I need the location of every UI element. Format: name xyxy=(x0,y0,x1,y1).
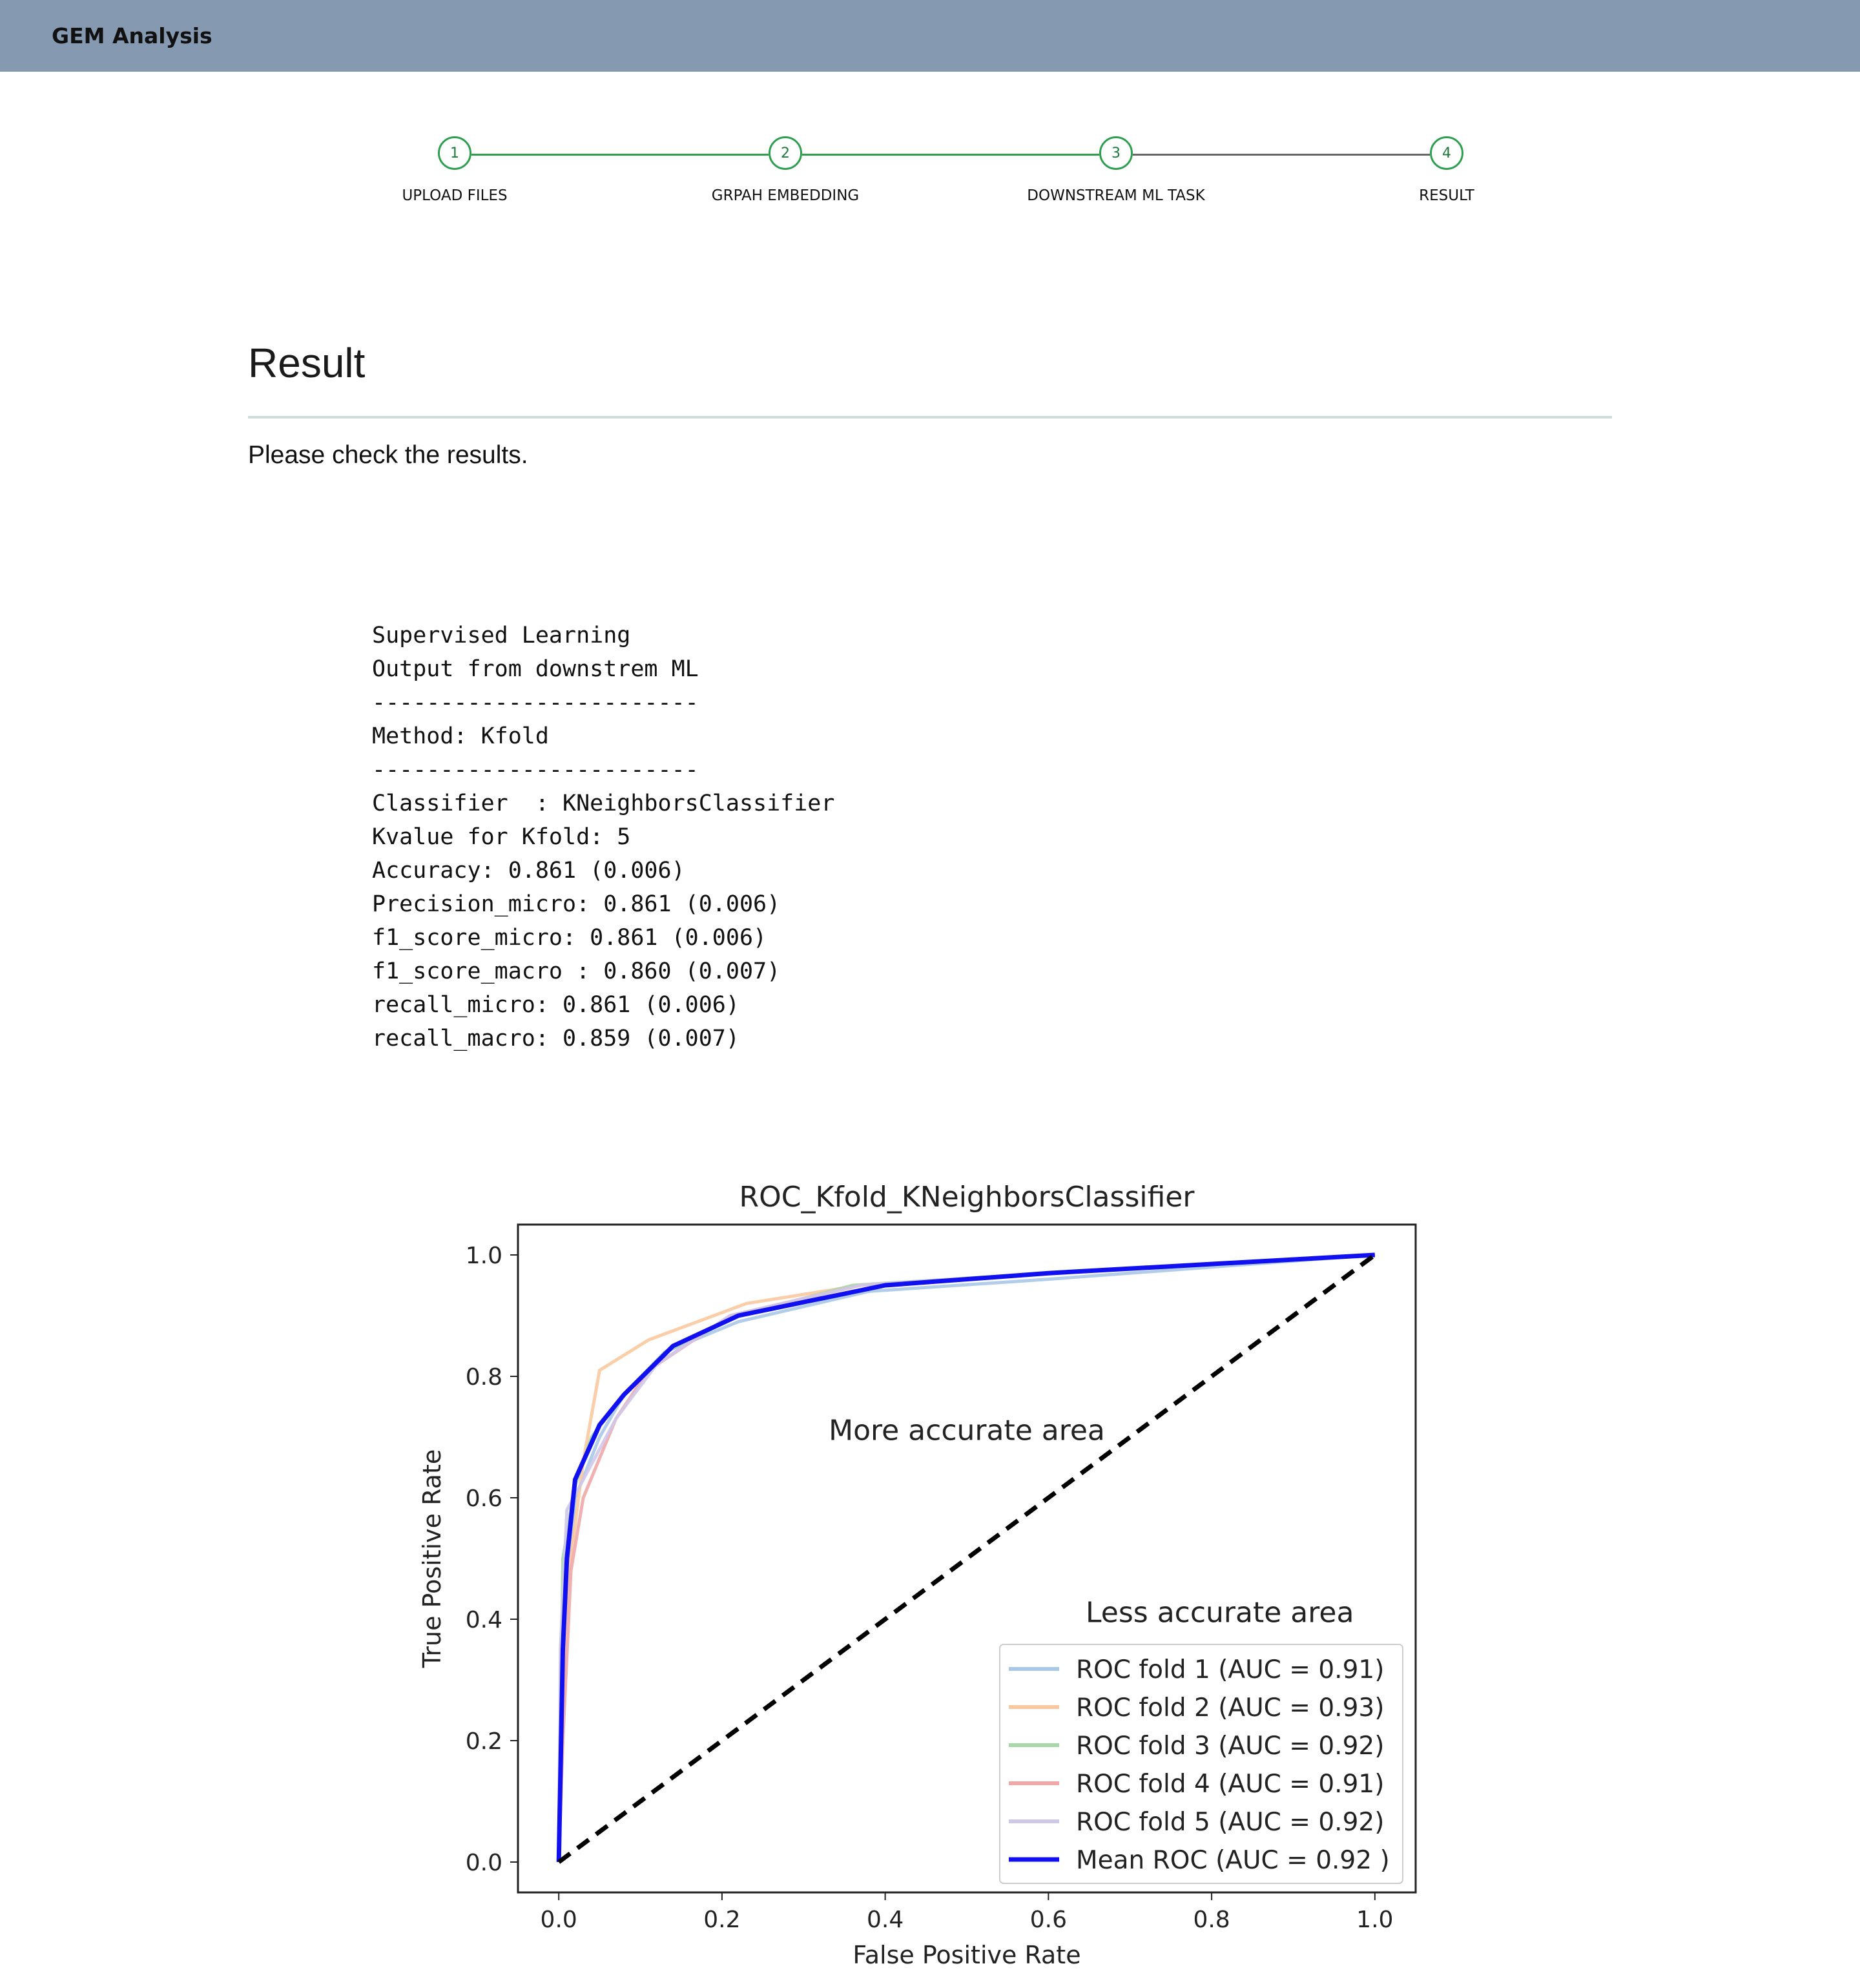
x-tick-label: 0.8 xyxy=(1193,1907,1230,1933)
output-line: Output from downstrem ML xyxy=(372,656,699,682)
legend-entry: ROC fold 1 (AUC = 0.91) xyxy=(1076,1655,1384,1684)
annotation-more-accurate: More accurate area xyxy=(829,1414,1105,1447)
y-tick-label: 1.0 xyxy=(466,1243,502,1269)
chance-diagonal-line xyxy=(557,1253,1376,1864)
step-2-label: GRPAH EMBEDDING xyxy=(711,187,860,204)
output-line: f1_score_macro : 0.860 (0.007) xyxy=(372,958,781,984)
x-tick-label: 0.6 xyxy=(1030,1907,1067,1933)
progress-stepper: 1 UPLOAD FILES 2 GRPAH EMBEDDING 3 DOWNSTREAM… xyxy=(0,0,1860,220)
annotation-less-accurate: Less accurate area xyxy=(1086,1597,1354,1630)
x-tick-label: 0.2 xyxy=(703,1907,740,1933)
y-axis-label: True Positive Rate xyxy=(418,1449,446,1669)
roc-chart: ROC_Kfold_KNeighborsClassifier 0.0 0.2 0.4 0… xyxy=(418,1181,1417,1969)
chart-title: ROC_Kfold_KNeighborsClassifier xyxy=(739,1181,1195,1214)
legend-entry: Mean ROC (AUC = 0.92 ) xyxy=(1076,1846,1390,1875)
step-connector xyxy=(1133,154,1430,156)
output-line: Precision_micro: 0.861 (0.006) xyxy=(372,891,781,917)
legend-entry: ROC fold 3 (AUC = 0.92) xyxy=(1076,1732,1384,1761)
legend-entry: ROC fold 2 (AUC = 0.93) xyxy=(1076,1693,1384,1723)
output-line: Classifier : KNeighborsClassifier xyxy=(372,791,835,816)
x-axis-label: False Positive Rate xyxy=(852,1941,1080,1969)
output-line: ------------------------ xyxy=(372,690,699,716)
step-1-circle[interactable]: 1 xyxy=(438,136,471,170)
x-tick-label: 0.4 xyxy=(867,1907,904,1933)
step-1-label: UPLOAD FILES xyxy=(402,187,508,204)
y-tick-label: 0.8 xyxy=(466,1364,502,1391)
page-subtitle: Please check the results. xyxy=(248,441,528,469)
y-tick-label: 0.2 xyxy=(466,1728,502,1755)
y-tick-label: 0.0 xyxy=(466,1850,502,1876)
output-line: Method: Kfold xyxy=(372,723,549,749)
ml-output-block: Supervised Learning Output from downstrem… xyxy=(372,619,834,1055)
y-tick-label: 0.6 xyxy=(466,1486,502,1512)
step-3-label: DOWNSTREAM ML TASK xyxy=(1027,187,1205,204)
app-title[interactable]: GEM Analysis xyxy=(52,23,212,48)
x-tick-label: 1.0 xyxy=(1356,1907,1393,1933)
output-line: ------------------------ xyxy=(372,757,699,783)
legend-box xyxy=(999,1644,1403,1884)
step-connector xyxy=(802,154,1099,156)
output-line: recall_micro: 0.861 (0.006) xyxy=(372,992,739,1018)
legend-entry: ROC fold 4 (AUC = 0.91) xyxy=(1076,1770,1384,1799)
title-divider xyxy=(248,416,1612,419)
step-connector xyxy=(471,154,769,156)
x-tick-label: 0.0 xyxy=(541,1907,577,1933)
step-4-label: RESULT xyxy=(1419,187,1474,204)
y-tick-label: 0.4 xyxy=(466,1607,502,1633)
page-title: Result xyxy=(248,340,366,386)
step-4-circle[interactable]: 4 xyxy=(1430,136,1463,170)
output-line: Supervised Learning xyxy=(372,623,631,648)
step-3-circle[interactable]: 3 xyxy=(1099,136,1133,170)
top-bar: GEM Analysis xyxy=(0,0,1860,72)
output-line: Accuracy: 0.861 (0.006) xyxy=(372,858,685,884)
step-2-circle[interactable]: 2 xyxy=(769,136,802,170)
mean-roc-line xyxy=(556,1252,1375,1863)
output-line: recall_macro: 0.859 (0.007) xyxy=(372,1026,739,1051)
output-line: f1_score_micro: 0.861 (0.006) xyxy=(372,925,767,951)
plot-frame xyxy=(517,1223,1417,1894)
legend-entry: ROC fold 5 (AUC = 0.92) xyxy=(1076,1808,1384,1837)
output-line: Kvalue for Kfold: 5 xyxy=(372,824,631,850)
